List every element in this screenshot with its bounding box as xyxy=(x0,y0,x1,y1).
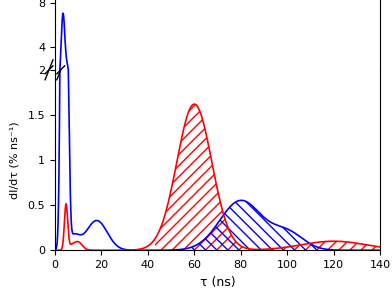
Y-axis label: dI/dτ (% ns⁻¹): dI/dτ (% ns⁻¹) xyxy=(9,121,19,199)
X-axis label: τ (ns): τ (ns) xyxy=(200,276,235,289)
